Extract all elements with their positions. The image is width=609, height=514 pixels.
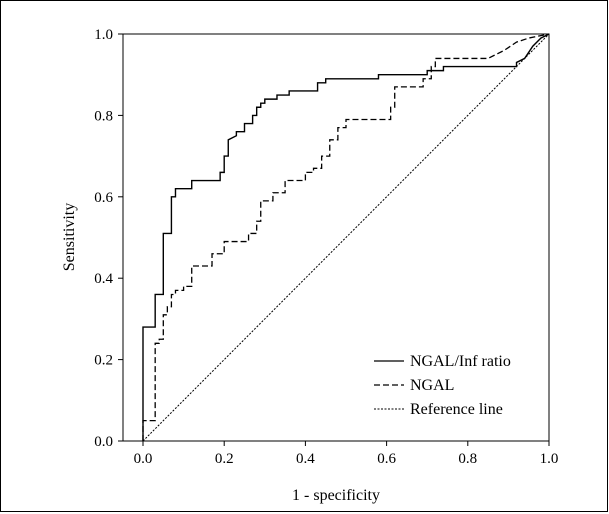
series-line-ngal-inf-ratio [142,33,550,441]
legend-label-ngal-inf-ratio: NGAL/Inf ratio [410,353,511,370]
x-tick-label-2: 0.4 [296,451,315,467]
series-line-ngal [142,33,550,441]
x-tick-label-1: 0.2 [215,451,234,467]
tick-layer: 0.0 0.2 0.4 0.6 0.8 1.0 0.0 0.2 0.4 0.6 0.8 1.0 [94,27,558,467]
y-axis-title: Sensitivity [61,203,78,271]
x-tick-label-5: 1.0 [540,451,559,467]
legend-label-reference-line: Reference line [410,401,503,418]
x-tick-label-3: 0.6 [377,451,396,467]
plot-area [122,33,550,442]
legend-label-ngal: NGAL [410,377,454,394]
y-tick-label-3: 0.6 [94,190,113,206]
series-layer [142,33,550,442]
y-tick-label-1: 0.2 [94,353,113,369]
y-tick-label-0: 0.0 [94,434,113,450]
y-tick-label-5: 1.0 [94,27,113,43]
y-tick-label-4: 0.8 [94,108,113,124]
x-tick-label-4: 0.8 [458,451,477,467]
series-line-reference-line [142,33,550,442]
x-axis-title: 1 - specificity [292,487,380,504]
x-tick-label-0: 0.0 [134,451,153,467]
y-tick-label-2: 0.4 [94,271,113,287]
legend: NGAL/Inf ratio NGAL Reference line [374,353,511,418]
